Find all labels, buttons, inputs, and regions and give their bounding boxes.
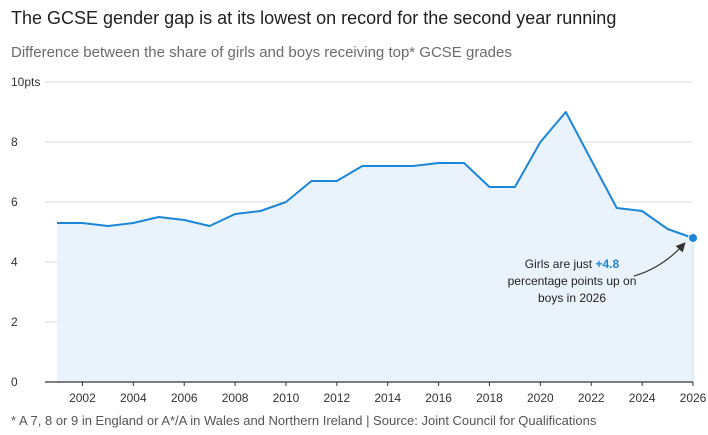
annotation-value: +4.8 bbox=[595, 257, 619, 271]
annotation: Girls are just +4.8 percentage points up… bbox=[508, 242, 686, 305]
footnote: * A 7, 8 or 9 in England or A*/A in Wale… bbox=[11, 413, 597, 428]
area-series bbox=[57, 111, 698, 382]
chart-title: The GCSE gender gap is at its lowest on … bbox=[11, 8, 617, 28]
x-tick-label: 2014 bbox=[374, 391, 401, 405]
y-tick-label: 8 bbox=[11, 135, 18, 149]
x-tick-label: 2016 bbox=[425, 391, 452, 405]
chart-subtitle: Difference between the share of girls an… bbox=[11, 44, 512, 61]
y-tick-label: 6 bbox=[11, 195, 18, 209]
y-tick-label: 0 bbox=[11, 375, 18, 389]
x-tick-label: 2010 bbox=[273, 391, 300, 405]
area-fill bbox=[57, 112, 693, 382]
series-line bbox=[57, 111, 694, 239]
y-tick-label: 2 bbox=[11, 315, 18, 329]
x-tick-label: 2026 bbox=[680, 391, 707, 405]
highlight-point bbox=[688, 233, 698, 243]
x-tick-label: 2020 bbox=[527, 391, 554, 405]
x-tick-label: 2008 bbox=[222, 391, 249, 405]
annotation-line-2: percentage points up on bbox=[508, 274, 637, 288]
x-tick-label: 2012 bbox=[323, 391, 350, 405]
x-tick-label: 2004 bbox=[120, 391, 147, 405]
y-tick-label: 10pts bbox=[11, 75, 40, 89]
x-tick-label: 2022 bbox=[578, 391, 605, 405]
x-tick-label: 2002 bbox=[69, 391, 96, 405]
x-tick-label: 2006 bbox=[171, 391, 198, 405]
y-tick-label: 4 bbox=[11, 255, 18, 269]
annotation-arrow bbox=[633, 242, 686, 277]
x-tick-label: 2018 bbox=[476, 391, 503, 405]
annotation-prefix: Girls are just bbox=[525, 257, 596, 271]
x-tick-label: 2024 bbox=[629, 391, 656, 405]
annotation-line-3: boys in 2026 bbox=[538, 291, 606, 305]
annotation-line-1: Girls are just +4.8 bbox=[525, 257, 620, 271]
